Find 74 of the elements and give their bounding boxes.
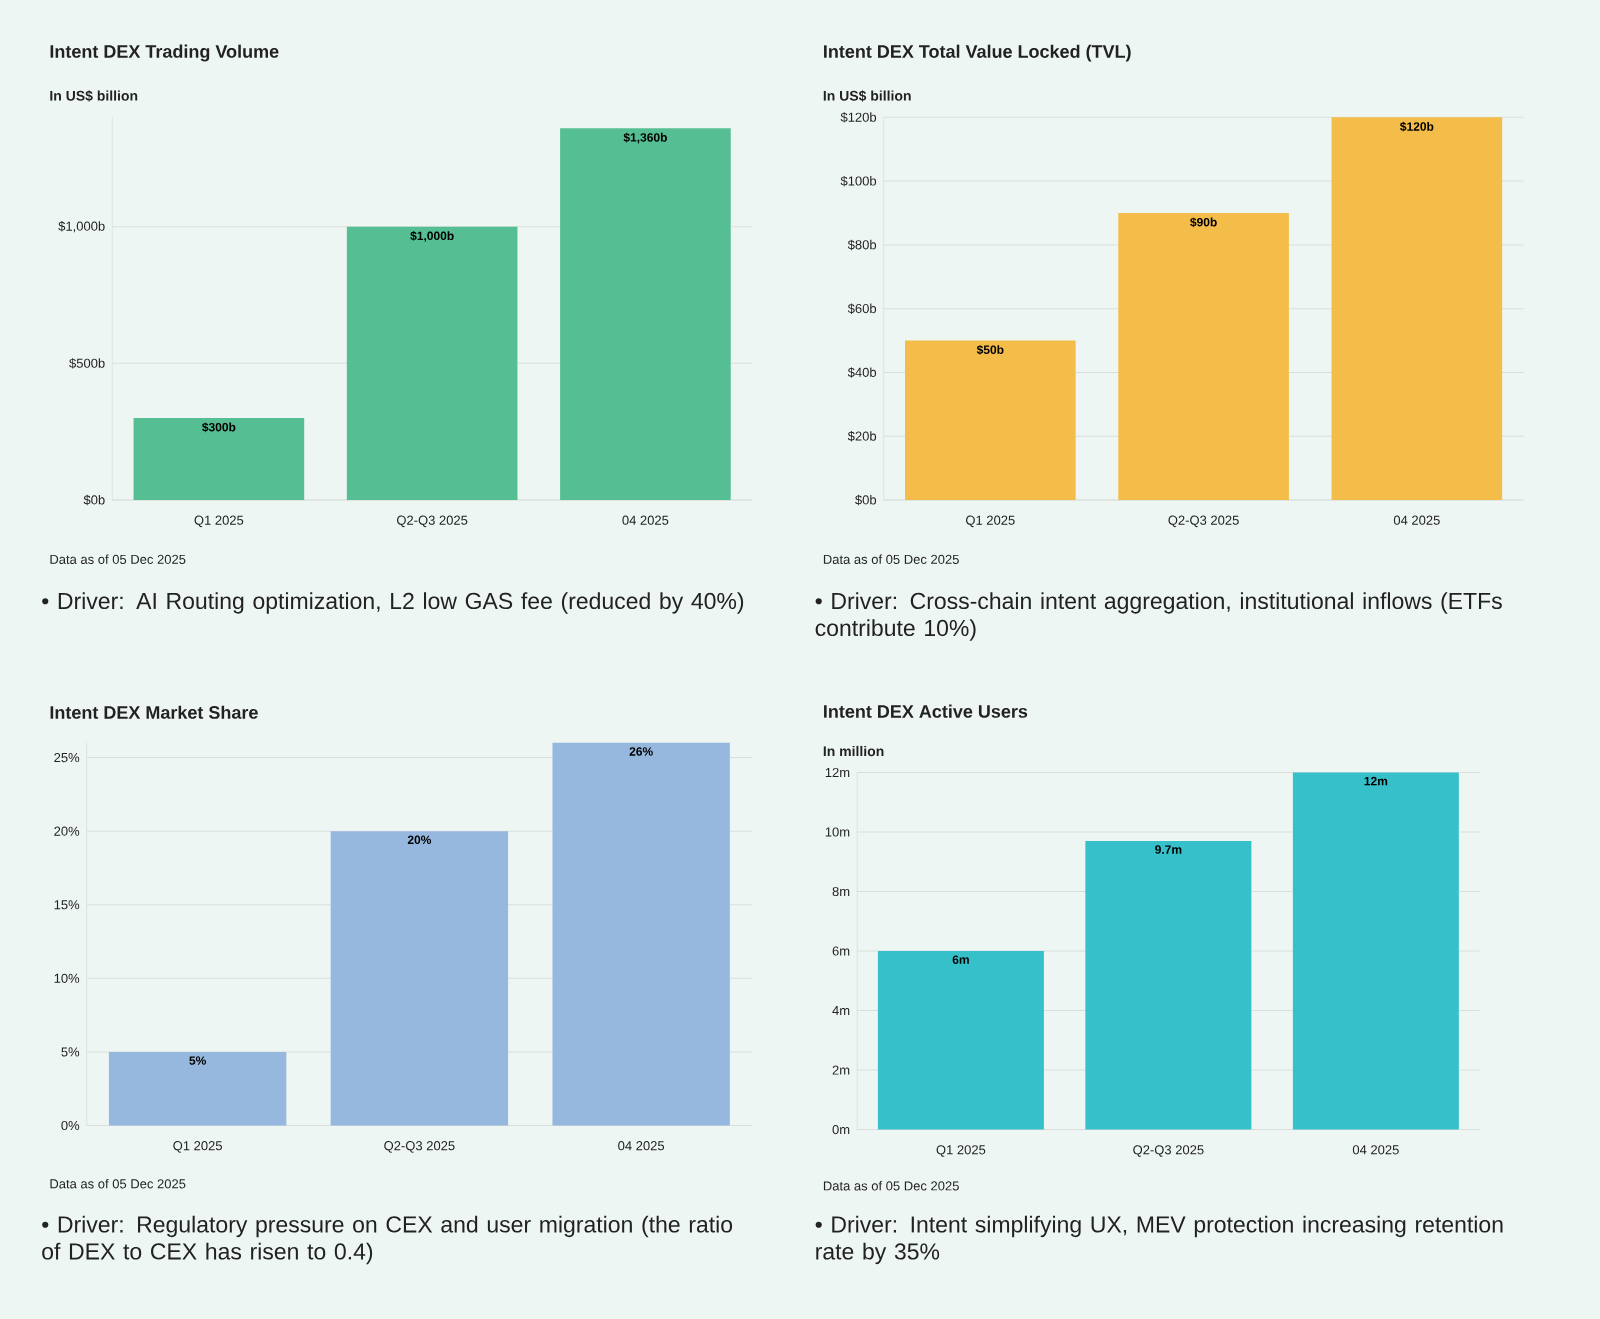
data-label: $90b	[1190, 217, 1217, 227]
y-tick-label: $20b	[847, 430, 877, 442]
bar	[1331, 117, 1503, 500]
y-tick-label: 25%	[54, 752, 80, 762]
data-label: $1,360b	[623, 132, 667, 144]
bar	[905, 340, 1076, 500]
data-label: 6m	[952, 955, 969, 964]
y-tick-label: 5%	[61, 1047, 80, 1057]
x-tick-label: Q1 2025	[966, 515, 1015, 527]
x-tick-label: Q1 2025	[194, 515, 244, 527]
bar	[552, 742, 730, 1126]
y-tick-label: 6m	[832, 946, 850, 956]
data-label: $300b	[202, 422, 236, 432]
y-axis-title: In US$ billion	[823, 90, 911, 102]
y-tick-label: $60b	[847, 303, 877, 314]
x-tick-label: 04 2025	[1393, 515, 1440, 525]
data-label: 5%	[189, 1056, 206, 1065]
x-tick-label: Q2-Q3 2025	[1133, 1145, 1204, 1157]
bar	[346, 226, 518, 500]
text: • Driver: Cross-chain intent aggregation, institutional inflows (ETFs contribute 10%)	[815, 592, 1502, 641]
data-label: 26%	[629, 747, 653, 756]
y-tick-label: 0%	[61, 1120, 80, 1130]
text: Data as of 05 Dec 2025	[50, 1178, 186, 1189]
bar	[560, 128, 731, 500]
y-tick-label: $1,000b	[58, 220, 105, 233]
bar	[133, 417, 305, 500]
y-tick-label: 20%	[54, 826, 80, 836]
y-tick-label: $0b	[855, 494, 877, 506]
x-tick-label: Q2-Q3 2025	[1168, 515, 1239, 527]
y-tick-label: $100b	[840, 175, 877, 187]
x-tick-label: Q1 2025	[173, 1140, 222, 1153]
chart-title: Intent DEX Market Share	[50, 705, 258, 719]
chart-title: Intent DEX Trading Volume	[50, 44, 279, 62]
text: • Driver: Regulatory pressure on CEX and user migration (the ratio of DEX to CEX has risen to 0.4)	[42, 1215, 733, 1264]
bar	[1292, 772, 1459, 1130]
y-tick-label: 8m	[832, 886, 850, 896]
data-label: $120b	[1400, 121, 1434, 132]
text: • Driver: Intent simplifying UX, MEV protection increasing retention rate by 35%	[815, 1215, 1503, 1264]
bar	[330, 830, 509, 1126]
data-label: $50b	[976, 344, 1004, 355]
x-tick-label: Q1 2025	[936, 1145, 986, 1157]
y-tick-label: $0b	[83, 494, 105, 506]
text: Data as of 05 Dec 2025	[50, 554, 186, 564]
x-tick-label: 04 2025	[622, 515, 669, 525]
bar	[1085, 840, 1252, 1130]
x-tick-label: Q2-Q3 2025	[397, 515, 468, 527]
x-tick-label: 04 2025	[618, 1140, 665, 1151]
data-label: $1,000b	[410, 230, 454, 242]
y-tick-label: $80b	[847, 239, 877, 250]
text: Data as of 05 Dec 2025	[823, 554, 959, 564]
text: Data as of 05 Dec 2025	[823, 1180, 959, 1191]
x-tick-label: 04 2025	[1352, 1145, 1399, 1155]
data-label: 20%	[407, 835, 432, 844]
y-axis-title: In US$ billion	[50, 90, 138, 102]
y-axis-title: In million	[823, 745, 884, 756]
y-tick-label: 10m	[825, 827, 850, 837]
y-tick-label: 2m	[832, 1065, 850, 1075]
text: • Driver: AI Routing optimization, L2 low GAS fee (reduced by 40%)	[42, 592, 744, 614]
y-tick-label: 10%	[54, 973, 80, 983]
data-label: 12m	[1364, 776, 1388, 786]
y-tick-label: $120b	[840, 111, 877, 123]
y-tick-label: 15%	[54, 900, 80, 910]
x-tick-label: Q2-Q3 2025	[384, 1140, 455, 1153]
y-tick-label: 4m	[832, 1005, 850, 1015]
data-label: 9.7m	[1155, 845, 1182, 854]
chart-title: Intent DEX Active Users	[824, 704, 1028, 718]
bar	[1118, 212, 1289, 500]
y-tick-label: $40b	[847, 367, 877, 378]
y-tick-label: 12m	[825, 767, 850, 777]
bar	[877, 950, 1044, 1130]
y-tick-label: 0m	[832, 1124, 850, 1134]
y-tick-label: $500b	[69, 357, 105, 369]
chart-title: Intent DEX Total Value Locked (TVL)	[824, 44, 1131, 62]
bar	[108, 1051, 287, 1126]
